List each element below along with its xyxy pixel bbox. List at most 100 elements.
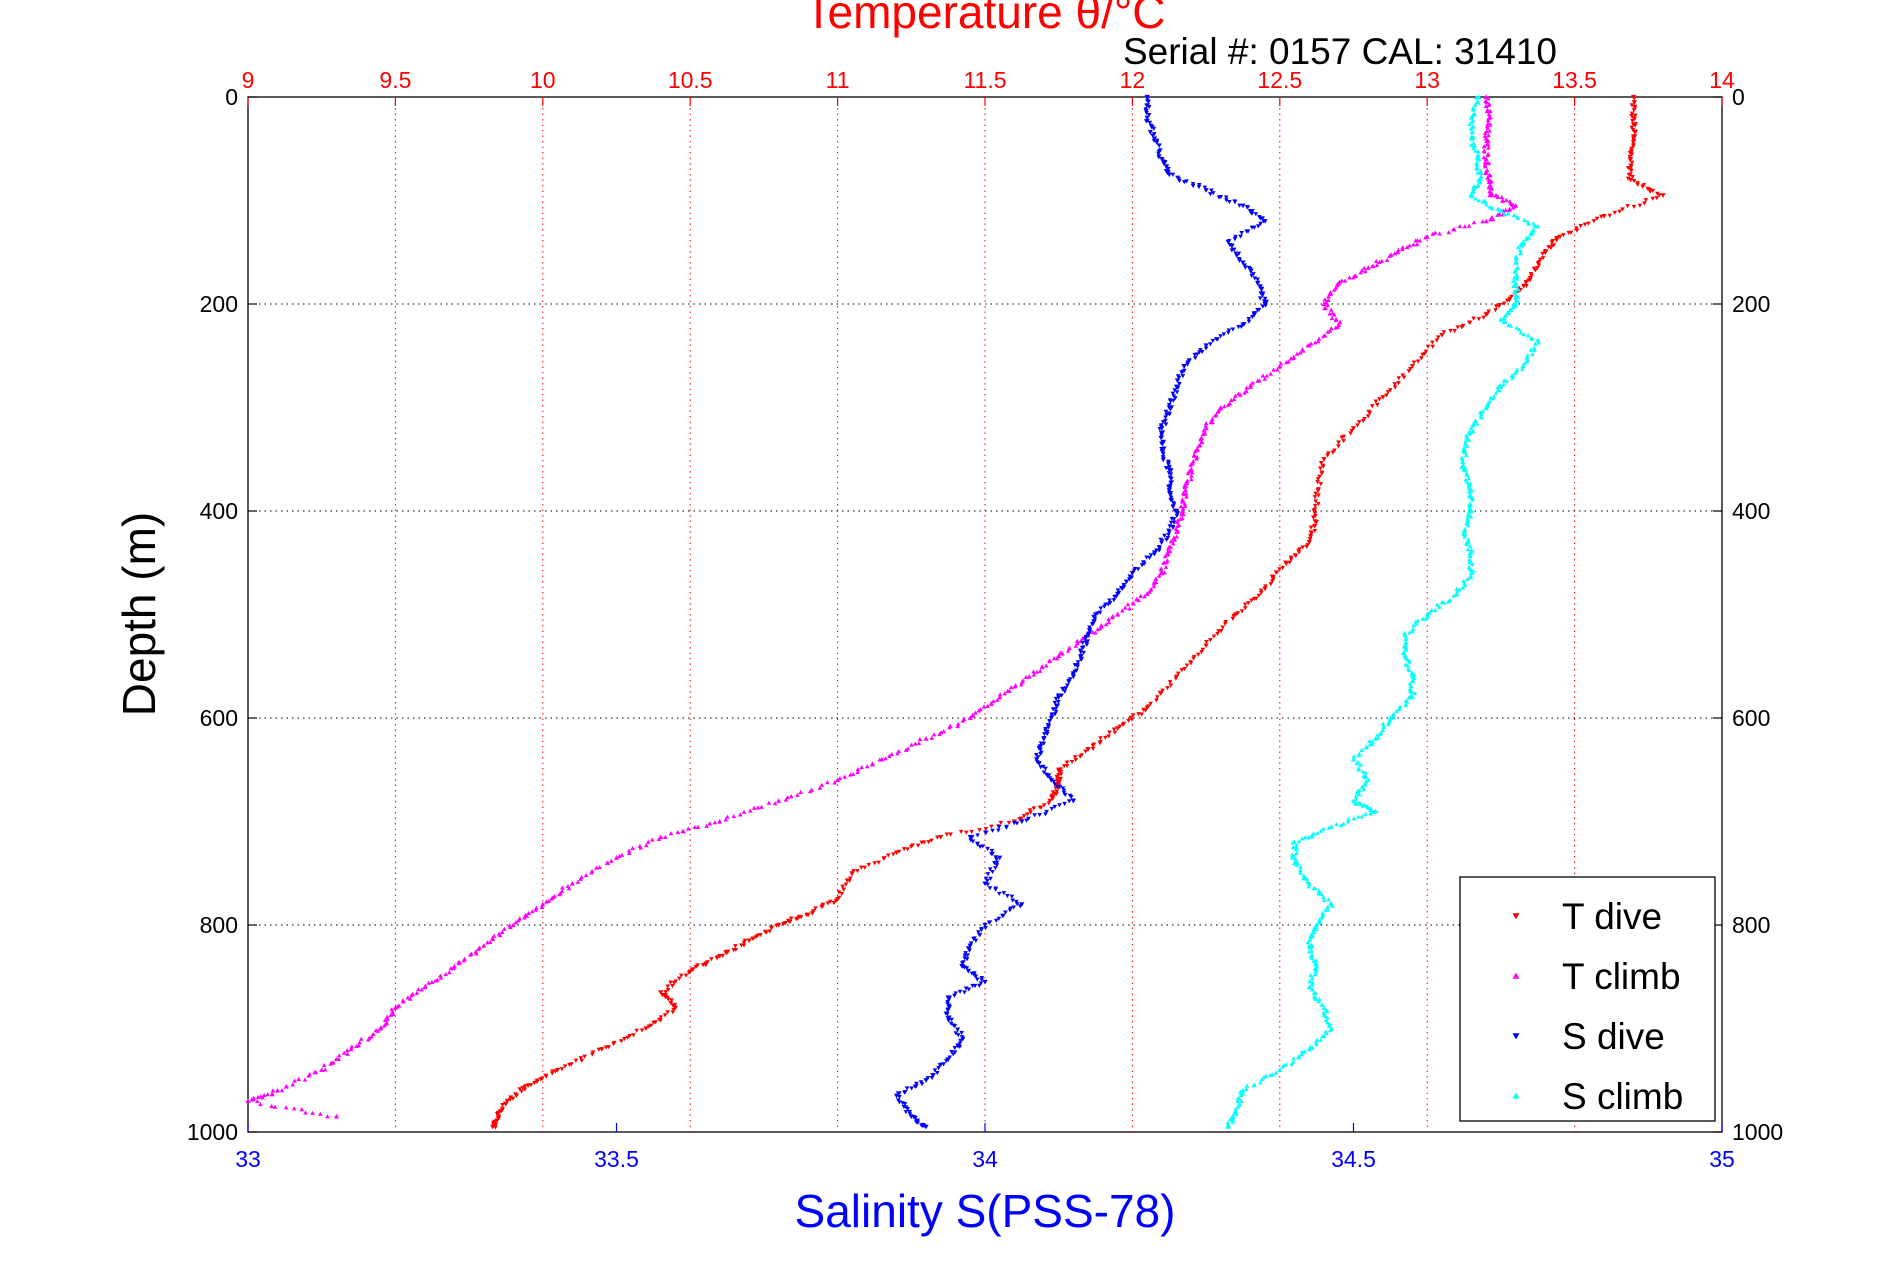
data-point	[1098, 606, 1104, 611]
data-point	[544, 899, 549, 904]
data-point	[1162, 570, 1167, 575]
data-point	[1168, 683, 1174, 688]
data-point	[1483, 170, 1489, 176]
right-tick-label: 400	[1732, 498, 1770, 524]
data-point	[1334, 822, 1339, 827]
data-point	[1307, 979, 1313, 984]
data-point	[992, 861, 997, 866]
data-point	[1283, 561, 1289, 567]
data-point	[1316, 999, 1321, 1004]
data-point	[1084, 642, 1090, 647]
data-point	[1474, 166, 1479, 171]
data-point	[1514, 276, 1520, 281]
data-point	[1368, 811, 1373, 816]
data-point	[550, 1069, 555, 1074]
data-point	[1302, 834, 1308, 840]
data-point	[1298, 864, 1303, 869]
data-point	[1441, 330, 1447, 335]
data-point	[1471, 568, 1476, 573]
data-point	[1051, 655, 1057, 661]
data-point	[967, 948, 972, 953]
data-point	[1238, 392, 1243, 397]
data-point	[1081, 650, 1087, 655]
data-point	[626, 850, 632, 855]
data-point	[1307, 937, 1313, 942]
data-point	[843, 882, 849, 887]
top-tick-label: 12.5	[1257, 67, 1302, 93]
data-point	[1170, 524, 1176, 530]
data-point	[781, 921, 786, 927]
data-point	[1537, 257, 1543, 262]
data-point	[944, 1058, 949, 1064]
data-point	[1468, 142, 1474, 147]
data-point	[1466, 437, 1472, 442]
left-tick-label: 400	[200, 498, 238, 524]
data-point	[336, 1053, 342, 1058]
data-point	[1484, 142, 1490, 147]
data-point	[1465, 547, 1471, 552]
data-point	[1317, 920, 1323, 925]
data-point	[1435, 335, 1441, 340]
data-point	[1159, 433, 1164, 438]
data-point	[1192, 449, 1198, 454]
data-point	[1373, 736, 1379, 741]
data-point	[885, 853, 891, 858]
data-point	[1262, 219, 1268, 224]
data-point	[1148, 129, 1153, 135]
data-point	[370, 1031, 376, 1036]
data-point	[1549, 243, 1555, 248]
data-point	[1284, 360, 1289, 365]
data-point	[695, 824, 701, 829]
data-point	[1411, 242, 1416, 247]
data-point	[1120, 722, 1126, 727]
data-point	[709, 957, 714, 962]
data-point	[1531, 345, 1537, 350]
data-point	[1510, 205, 1516, 210]
data-point	[1627, 158, 1633, 163]
data-point	[1287, 560, 1293, 565]
data-point	[1141, 707, 1146, 712]
data-point	[1037, 813, 1042, 818]
data-point	[1174, 390, 1180, 395]
data-point	[1632, 96, 1637, 101]
data-point	[1242, 602, 1248, 607]
data-point	[1107, 730, 1112, 735]
data-point	[1466, 320, 1472, 325]
data-point	[1203, 188, 1209, 193]
data-point	[522, 915, 527, 920]
data-point	[1468, 508, 1475, 514]
data-point	[1468, 553, 1473, 558]
right-tick-label: 0	[1732, 84, 1745, 110]
data-point	[1466, 223, 1472, 228]
data-point	[1195, 447, 1200, 453]
data-point	[1532, 341, 1538, 346]
data-point	[980, 844, 986, 849]
data-point	[1475, 170, 1481, 175]
data-point	[1306, 984, 1312, 990]
data-point	[1313, 969, 1319, 974]
data-point	[1514, 274, 1520, 279]
data-point	[1318, 461, 1324, 466]
data-point	[1168, 495, 1174, 500]
data-point	[1277, 1067, 1283, 1072]
data-point	[1244, 1083, 1250, 1088]
data-point	[1003, 910, 1008, 915]
data-point	[1000, 913, 1005, 918]
data-point	[1326, 825, 1332, 830]
data-point	[1134, 596, 1139, 602]
data-point	[1315, 477, 1321, 482]
data-point	[1126, 718, 1131, 723]
data-point	[490, 936, 496, 942]
data-point	[516, 918, 521, 923]
data-point	[1260, 373, 1266, 378]
data-point	[1235, 1098, 1240, 1104]
legend-label: T dive	[1562, 896, 1662, 937]
data-point	[1463, 453, 1469, 458]
data-point	[1400, 651, 1406, 656]
data-point	[1057, 803, 1062, 808]
data-point	[1631, 178, 1637, 184]
data-point	[919, 1082, 925, 1087]
data-point	[1397, 704, 1403, 709]
data-point	[1203, 421, 1209, 426]
data-point	[1061, 764, 1067, 769]
